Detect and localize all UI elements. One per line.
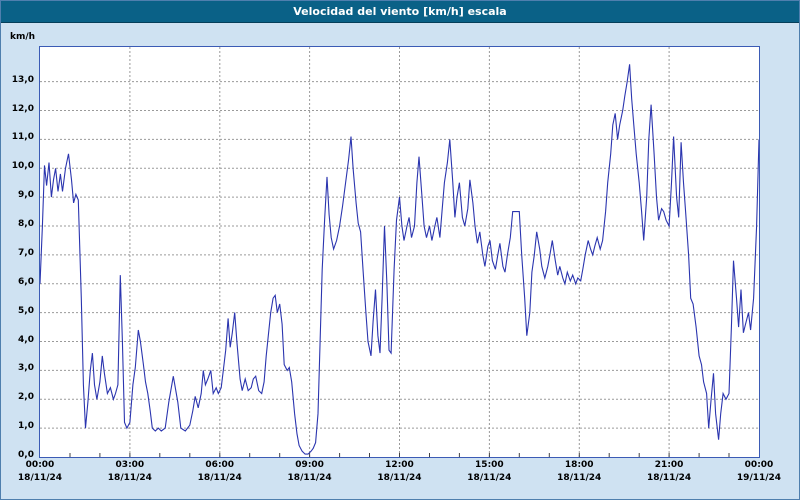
x-tick-date-label: 18/11/24 <box>557 473 602 483</box>
x-tick-time-label: 00:00 <box>25 460 55 470</box>
chart-plot-area <box>39 46 760 458</box>
y-tick-label: 6,0 <box>18 276 34 287</box>
y-axis-unit-label: km/h <box>10 32 36 42</box>
x-tick-date-label: 18/11/24 <box>197 473 242 483</box>
y-tick-label: 8,0 <box>18 219 34 229</box>
y-tick-label: 1,0 <box>18 421 34 432</box>
x-tick-time-label: 00:00 <box>744 460 774 470</box>
x-tick-time-label: 06:00 <box>205 460 235 470</box>
wind-speed-line-chart <box>40 47 759 457</box>
x-tick-date-label: 18/11/24 <box>17 473 63 483</box>
x-tick-date-label: 18/11/24 <box>647 473 692 483</box>
y-tick-label: 2,0 <box>18 392 34 403</box>
title-bar: Velocidad del viento [km/h] escala <box>1 1 799 23</box>
y-tick-label: 4,0 <box>18 334 34 345</box>
y-tick-label: 5,0 <box>18 305 34 316</box>
y-tick-label: 13,0 <box>11 74 34 85</box>
x-tick-time-label: 15:00 <box>475 460 504 470</box>
x-tick-date-label: 18/11/24 <box>377 473 422 483</box>
page-title: Velocidad del viento [km/h] escala <box>293 5 507 18</box>
x-tick-time-label: 21:00 <box>654 460 684 470</box>
x-tick-time-label: 03:00 <box>115 460 145 470</box>
x-tick-date-label: 18/11/24 <box>467 473 512 483</box>
x-tick-time-label: 12:00 <box>385 460 414 470</box>
x-tick-date-label: 18/11/24 <box>107 473 152 483</box>
y-tick-label: 9,0 <box>18 190 34 201</box>
x-tick-time-label: 18:00 <box>564 460 594 470</box>
x-tick-date-label: 18/11/24 <box>287 473 332 483</box>
x-tick-time-label: 09:00 <box>295 460 324 470</box>
y-tick-label: 12,0 <box>11 103 34 114</box>
y-tick-label: 0,0 <box>18 450 34 460</box>
x-tick-date-label: 19/11/24 <box>736 473 782 483</box>
y-tick-label: 7,0 <box>18 247 34 258</box>
y-tick-label: 10,0 <box>11 161 34 172</box>
y-tick-label: 3,0 <box>18 363 34 374</box>
y-tick-label: 11,0 <box>11 132 34 143</box>
